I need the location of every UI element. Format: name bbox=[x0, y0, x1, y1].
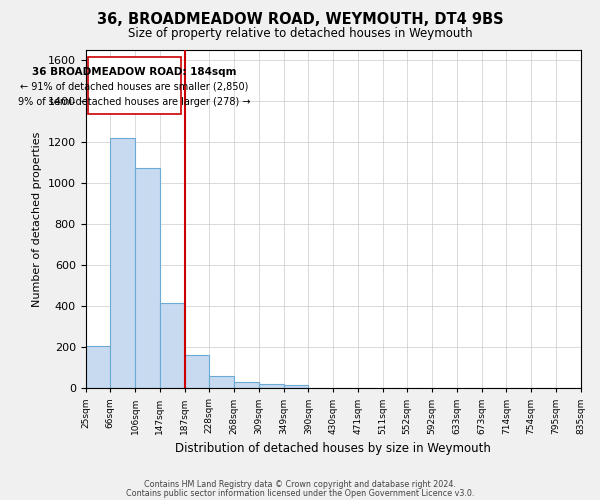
Text: Contains HM Land Registry data © Crown copyright and database right 2024.: Contains HM Land Registry data © Crown c… bbox=[144, 480, 456, 489]
Bar bbox=[135, 168, 160, 388]
Bar bbox=[160, 303, 185, 388]
Bar bbox=[234, 382, 259, 388]
FancyBboxPatch shape bbox=[88, 57, 181, 114]
Text: 36, BROADMEADOW ROAD, WEYMOUTH, DT4 9BS: 36, BROADMEADOW ROAD, WEYMOUTH, DT4 9BS bbox=[97, 12, 503, 28]
Text: 9% of semi-detached houses are larger (278) →: 9% of semi-detached houses are larger (2… bbox=[18, 97, 250, 107]
Y-axis label: Number of detached properties: Number of detached properties bbox=[32, 132, 42, 307]
Bar bbox=[209, 376, 234, 388]
Bar bbox=[110, 138, 135, 388]
Text: Contains public sector information licensed under the Open Government Licence v3: Contains public sector information licen… bbox=[126, 488, 474, 498]
Bar bbox=[259, 384, 284, 388]
Text: 36 BROADMEADOW ROAD: 184sqm: 36 BROADMEADOW ROAD: 184sqm bbox=[32, 68, 236, 78]
Bar bbox=[185, 356, 209, 388]
Bar bbox=[284, 385, 308, 388]
Text: Size of property relative to detached houses in Weymouth: Size of property relative to detached ho… bbox=[128, 28, 472, 40]
Text: ← 91% of detached houses are smaller (2,850): ← 91% of detached houses are smaller (2,… bbox=[20, 82, 248, 92]
X-axis label: Distribution of detached houses by size in Weymouth: Distribution of detached houses by size … bbox=[175, 442, 491, 455]
Bar bbox=[86, 346, 110, 389]
